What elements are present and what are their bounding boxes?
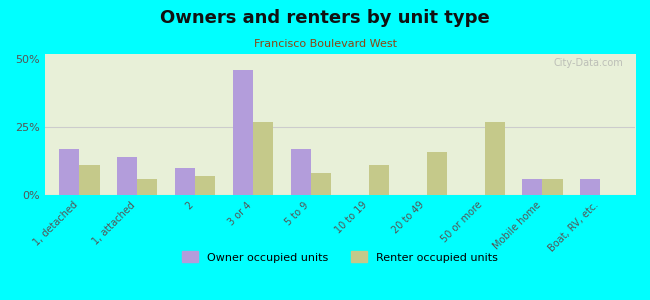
Text: Owners and renters by unit type: Owners and renters by unit type xyxy=(160,9,490,27)
Bar xyxy=(580,179,600,195)
Text: Francisco Boulevard West: Francisco Boulevard West xyxy=(254,39,396,49)
Bar xyxy=(233,70,253,195)
Bar xyxy=(79,165,99,195)
Bar xyxy=(542,179,563,195)
Bar xyxy=(175,168,195,195)
Bar xyxy=(426,152,447,195)
Bar xyxy=(59,149,79,195)
Bar xyxy=(195,176,215,195)
Bar xyxy=(311,173,331,195)
Legend: Owner occupied units, Renter occupied units: Owner occupied units, Renter occupied un… xyxy=(177,247,502,267)
Bar xyxy=(253,122,273,195)
Bar xyxy=(369,165,389,195)
Text: City-Data.com: City-Data.com xyxy=(553,58,623,68)
Bar xyxy=(291,149,311,195)
Bar xyxy=(484,122,505,195)
Bar xyxy=(137,179,157,195)
Bar xyxy=(522,179,542,195)
Bar xyxy=(117,157,137,195)
